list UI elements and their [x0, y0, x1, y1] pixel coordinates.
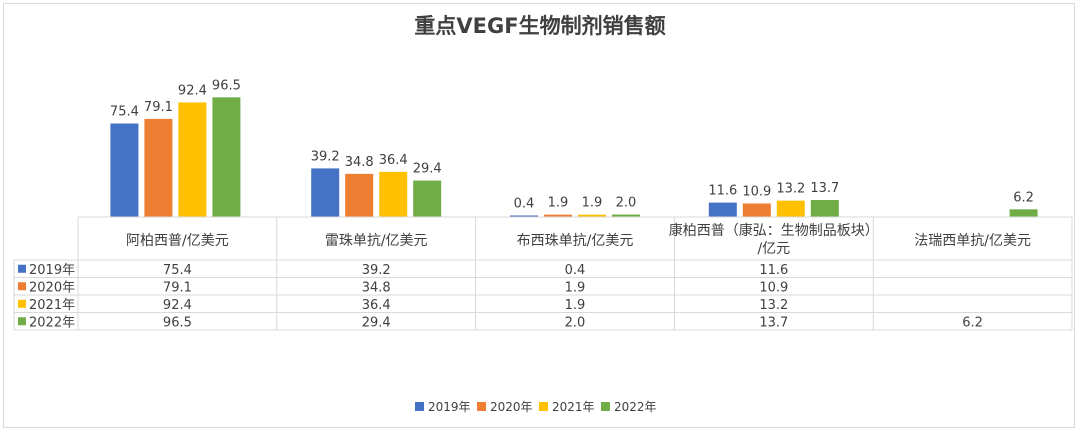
- category-label: 雷珠单抗/亿美元: [325, 233, 428, 249]
- table-cell: 6.2: [962, 315, 983, 330]
- bar: [379, 171, 408, 217]
- bar: [810, 200, 839, 217]
- legend-key: [18, 282, 26, 291]
- bar: [578, 214, 606, 217]
- data-label: 13.7: [810, 181, 839, 196]
- data-label: 36.4: [379, 153, 408, 168]
- data-label: 6.2: [1013, 190, 1034, 205]
- table-cell: 92.4: [163, 298, 192, 313]
- legend-label: 2021年: [552, 400, 595, 414]
- table-cell: 13.2: [759, 298, 788, 313]
- table-cell: 79.1: [163, 280, 192, 295]
- row-header: 2022年: [29, 315, 75, 330]
- table-cell: 11.6: [759, 263, 788, 278]
- row-header: 2020年: [29, 280, 75, 295]
- legend-label: 2019年: [428, 400, 471, 414]
- data-label: 11.6: [708, 184, 737, 199]
- bar: [345, 173, 374, 217]
- bar: [544, 214, 572, 217]
- category-label: 阿柏西普/亿美元: [126, 233, 229, 249]
- table-cell: 75.4: [163, 263, 192, 278]
- legend-key: [18, 317, 26, 326]
- chart-title: 重点VEGF生物制剂销售额: [414, 14, 666, 38]
- bar: [110, 123, 139, 217]
- table-cell: 0.4: [565, 263, 586, 278]
- bar: [212, 97, 241, 217]
- legend-swatch: [477, 402, 486, 411]
- data-label: 2.0: [616, 196, 637, 211]
- category-label: 法瑞西单抗/亿美元: [914, 233, 1031, 249]
- legend-swatch: [415, 402, 424, 411]
- data-label: 96.5: [212, 78, 241, 93]
- bar: [1009, 209, 1038, 217]
- legend-swatch: [601, 402, 610, 411]
- category-label: 康柏西普（康弘：生物制品板块）/亿元: [669, 222, 879, 257]
- legend-key: [18, 299, 26, 308]
- data-label: 0.4: [514, 197, 535, 212]
- bar: [144, 118, 173, 217]
- bar: [510, 215, 538, 217]
- data-label: 75.4: [110, 105, 139, 120]
- row-header: 2021年: [29, 298, 75, 313]
- table-cell: 29.4: [362, 315, 391, 330]
- bar: [178, 102, 207, 217]
- table-cell: 1.9: [565, 298, 586, 313]
- table-cell: 39.2: [362, 263, 391, 278]
- data-label: 39.2: [311, 149, 340, 164]
- bar: [776, 200, 805, 217]
- category-label: 布西珠单抗/亿美元: [517, 233, 634, 249]
- bar: [708, 202, 737, 217]
- table-cell: 13.7: [759, 315, 788, 330]
- bar: [742, 203, 771, 217]
- legend-key: [18, 264, 26, 273]
- data-label: 1.9: [548, 196, 569, 211]
- bar: [413, 180, 442, 217]
- bar: [612, 214, 640, 217]
- table-cell: 34.8: [362, 280, 391, 295]
- data-label: 34.8: [345, 155, 374, 170]
- table-cell: 96.5: [163, 315, 192, 330]
- legend-label: 2020年: [490, 400, 533, 414]
- table-cell: 1.9: [565, 280, 586, 295]
- data-label: 13.2: [776, 182, 805, 197]
- data-label: 1.9: [582, 196, 603, 211]
- data-label: 79.1: [144, 100, 173, 115]
- bar: [311, 168, 340, 217]
- row-header: 2019年: [29, 263, 75, 278]
- data-label: 29.4: [413, 162, 442, 177]
- table-cell: 10.9: [759, 280, 788, 295]
- data-label: 10.9: [742, 184, 771, 199]
- data-label: 92.4: [178, 83, 207, 98]
- legend-swatch: [539, 402, 548, 411]
- legend-label: 2022年: [614, 400, 657, 414]
- table-cell: 36.4: [362, 298, 391, 313]
- table-cell: 2.0: [565, 315, 586, 330]
